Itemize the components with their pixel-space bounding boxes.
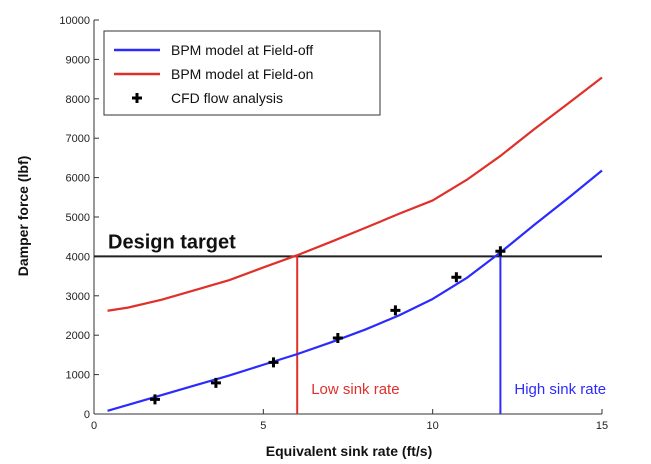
y-tick-label: 1000 (66, 370, 90, 382)
y-tick-label: 6000 (66, 173, 90, 185)
cfd-point (390, 305, 401, 316)
x-tick-label: 15 (596, 420, 608, 432)
y-tick-label: 4000 (66, 251, 90, 263)
design-target-label: Design target (108, 231, 236, 253)
cfd-point (268, 357, 279, 368)
legend-entry: BPM model at Field-on (171, 66, 313, 82)
series-line-field-on (107, 76, 603, 312)
y-tick-label: 3000 (66, 291, 90, 303)
y-tick-label: 5000 (66, 212, 90, 224)
low-sink-rate-label: Low sink rate (311, 381, 399, 398)
y-tick-label: 10000 (59, 15, 90, 27)
cfd-point (332, 332, 343, 343)
y-tick-label: 7000 (66, 133, 90, 145)
legend-swatch (132, 93, 142, 103)
cfd-point (149, 394, 160, 405)
y-tick-label: 8000 (66, 94, 90, 106)
plot-area: 0100020003000400050006000700080009000100… (59, 15, 608, 432)
legend-entry: BPM model at Field-off (171, 42, 313, 58)
cfd-point (495, 246, 506, 257)
y-tick-label: 2000 (66, 330, 90, 342)
x-axis-label: Equivalent sink rate (ft/s) (266, 443, 432, 459)
legend-entry: CFD flow analysis (171, 90, 283, 106)
series-line-field-off (107, 169, 603, 412)
y-tick-label: 0 (84, 409, 90, 421)
x-tick-label: 5 (260, 420, 266, 432)
legend: BPM model at Field-off BPM model at Field… (103, 30, 381, 116)
cfd-point (451, 272, 462, 283)
x-tick-label: 10 (427, 420, 439, 432)
x-tick-label: 0 (91, 420, 97, 432)
y-axis-label: Damper force (lbf) (15, 156, 31, 277)
y-tick-label: 9000 (66, 54, 90, 66)
cfd-point (210, 377, 221, 388)
high-sink-rate-label: High sink rate (514, 381, 606, 398)
